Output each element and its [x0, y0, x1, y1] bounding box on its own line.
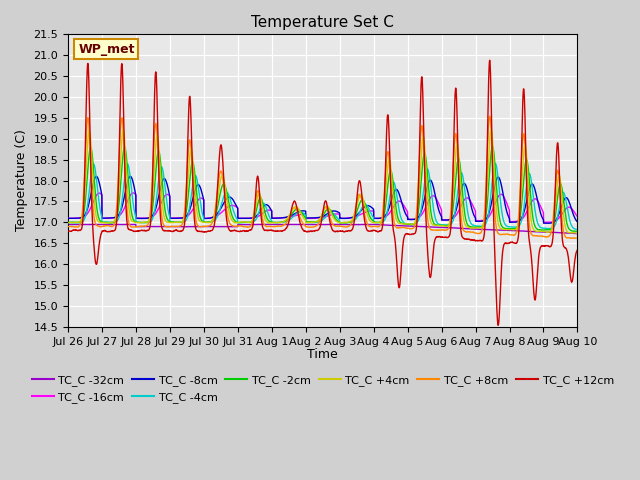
TC_C -2cm — [573, 228, 581, 234]
TC_C -8cm — [525, 187, 533, 193]
TC_C -16cm — [573, 214, 581, 219]
TC_C -4cm — [372, 220, 380, 226]
TC_C -8cm — [573, 219, 581, 225]
TC_C -32cm — [573, 231, 581, 237]
Line: TC_C -16cm: TC_C -16cm — [68, 193, 577, 222]
TC_C -16cm — [129, 190, 137, 196]
TC_C -2cm — [573, 228, 581, 234]
TC_C +4cm — [381, 197, 388, 203]
TC_C -16cm — [173, 215, 181, 221]
TC_C -2cm — [573, 228, 581, 234]
TC_C +8cm — [525, 220, 533, 226]
TC_C -32cm — [207, 224, 214, 229]
Line: TC_C -32cm: TC_C -32cm — [68, 224, 577, 234]
TC_C +4cm — [573, 230, 581, 236]
Y-axis label: Temperature (C): Temperature (C) — [15, 130, 28, 231]
TC_C -2cm — [372, 219, 380, 225]
TC_C +8cm — [207, 222, 214, 228]
TC_C +8cm — [372, 224, 380, 229]
TC_C +12cm — [573, 247, 581, 253]
TC_C -16cm — [64, 216, 72, 221]
TC_C -4cm — [492, 161, 499, 167]
TC_C -8cm — [207, 215, 214, 221]
Line: TC_C +12cm: TC_C +12cm — [68, 60, 577, 325]
TC_C -4cm — [573, 227, 581, 232]
TC_C -4cm — [64, 220, 72, 226]
TC_C -2cm — [525, 175, 533, 181]
TC_C -16cm — [544, 219, 552, 225]
TC_C +4cm — [64, 220, 72, 226]
TC_C -8cm — [543, 220, 550, 226]
TC_C -8cm — [127, 173, 134, 179]
TC_C -8cm — [64, 216, 72, 221]
TC_C +8cm — [173, 224, 181, 229]
TC_C +12cm — [381, 182, 388, 188]
Line: TC_C -4cm: TC_C -4cm — [68, 164, 577, 229]
TC_C -16cm — [372, 216, 380, 221]
TC_C +8cm — [572, 235, 580, 241]
TC_C +8cm — [573, 235, 581, 241]
TC_C -32cm — [173, 224, 181, 229]
Legend: TC_C -32cm, TC_C -16cm, TC_C -8cm, TC_C -4cm, TC_C -2cm, TC_C +4cm, TC_C +8cm, T: TC_C -32cm, TC_C -16cm, TC_C -8cm, TC_C … — [27, 371, 618, 407]
TC_C +12cm — [64, 228, 72, 234]
TC_C -2cm — [64, 219, 72, 225]
TC_C +4cm — [573, 230, 581, 236]
Title: Temperature Set C: Temperature Set C — [252, 15, 394, 30]
TC_C -8cm — [173, 216, 181, 221]
TC_C +12cm — [372, 228, 380, 234]
TC_C -2cm — [207, 219, 214, 225]
TC_C -32cm — [372, 222, 380, 228]
TC_C -32cm — [381, 222, 389, 228]
TC_C -4cm — [173, 219, 181, 225]
TC_C -32cm — [64, 222, 72, 228]
TC_C +8cm — [381, 179, 388, 185]
Text: WP_met: WP_met — [78, 43, 134, 56]
TC_C +12cm — [573, 247, 581, 253]
Line: TC_C +8cm: TC_C +8cm — [68, 116, 577, 238]
TC_C -4cm — [525, 171, 533, 177]
TC_C -16cm — [207, 215, 214, 221]
TC_C -2cm — [489, 144, 497, 149]
TC_C -4cm — [573, 227, 581, 232]
TC_C +4cm — [207, 219, 214, 225]
TC_C +4cm — [573, 230, 581, 236]
TC_C -32cm — [369, 221, 376, 227]
TC_C -16cm — [381, 214, 389, 220]
TC_C +12cm — [173, 228, 181, 233]
TC_C +12cm — [207, 228, 214, 234]
TC_C +12cm — [486, 58, 493, 63]
TC_C -4cm — [573, 227, 581, 232]
TC_C +8cm — [573, 235, 581, 241]
TC_C +8cm — [64, 224, 72, 229]
TC_C +4cm — [372, 220, 380, 226]
TC_C +4cm — [487, 126, 495, 132]
TC_C -4cm — [207, 219, 214, 225]
TC_C -32cm — [525, 228, 533, 234]
TC_C +4cm — [173, 219, 181, 225]
TC_C +8cm — [486, 113, 493, 119]
TC_C -2cm — [173, 219, 181, 225]
Line: TC_C -8cm: TC_C -8cm — [68, 176, 577, 223]
Line: TC_C +4cm: TC_C +4cm — [68, 129, 577, 233]
TC_C -8cm — [381, 213, 389, 219]
TC_C -4cm — [381, 216, 388, 222]
TC_C +12cm — [494, 323, 502, 328]
TC_C -16cm — [525, 204, 533, 209]
TC_C -32cm — [573, 231, 581, 237]
X-axis label: Time: Time — [307, 348, 338, 361]
TC_C -16cm — [573, 214, 581, 219]
TC_C +4cm — [525, 195, 533, 201]
Line: TC_C -2cm: TC_C -2cm — [68, 146, 577, 231]
TC_C -8cm — [372, 216, 380, 221]
TC_C -2cm — [381, 207, 388, 213]
TC_C +12cm — [525, 238, 533, 244]
TC_C -8cm — [573, 219, 581, 225]
